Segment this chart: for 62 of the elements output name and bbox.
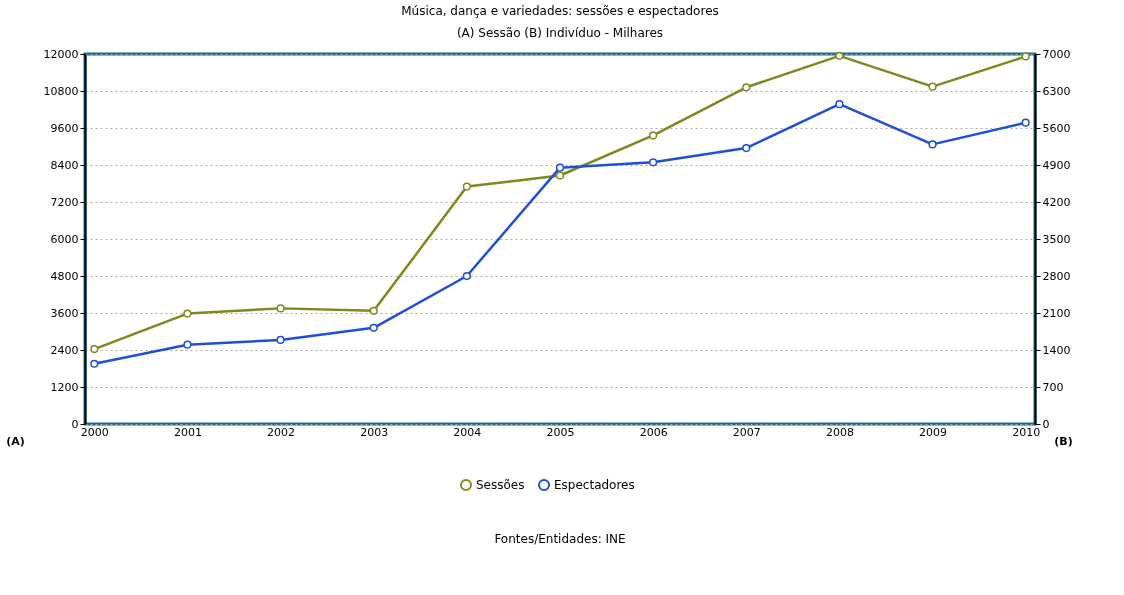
text: Fontes/Entidades: INE [494, 532, 626, 546]
point [90, 359, 99, 368]
y-axis-title: (A) [6, 434, 25, 448]
point [462, 182, 471, 191]
x-tick-label: 2002 [267, 425, 296, 439]
y2-tick-label: 700 [1042, 380, 1064, 394]
point [369, 323, 378, 332]
point [90, 344, 99, 354]
chart-title: Música, dança e variedades: sessões e espectadores [401, 4, 719, 18]
y-tick-label: 12000 [43, 47, 79, 61]
x-tick-label: 2005 [546, 425, 575, 439]
y2-tick-label: 5600 [1042, 121, 1071, 135]
y2-tick-label: 2100 [1042, 306, 1071, 320]
y-tick-label: 9600 [50, 121, 79, 135]
y-tick-label: 10800 [43, 84, 79, 98]
x-tick-label: 2000 [80, 425, 109, 439]
point [555, 163, 565, 172]
y2-tick-label: 7000 [1042, 47, 1071, 61]
point [555, 171, 565, 180]
point [276, 304, 285, 313]
point [928, 82, 937, 91]
point [183, 340, 192, 349]
x-tick-label: 2010 [1012, 425, 1041, 439]
y-tick-label: 0 [71, 417, 79, 431]
y2-tick-label: 0 [1042, 417, 1050, 431]
point [276, 335, 285, 345]
point [369, 306, 378, 315]
x-tick-label: 2001 [173, 425, 202, 439]
point [835, 51, 844, 60]
point [742, 143, 751, 153]
y-tick-label: 2400 [50, 343, 79, 357]
x-tick-label: 2009 [919, 425, 948, 439]
y-tick-label: 6000 [50, 232, 79, 246]
x-tick-label: 2008 [825, 425, 854, 439]
point [835, 100, 844, 109]
legend-label: Sessões [476, 478, 525, 492]
y2-tick-label: 4900 [1042, 158, 1071, 172]
y-tick-label: 3600 [50, 306, 79, 320]
point [1021, 118, 1030, 127]
point [649, 131, 658, 140]
point [649, 158, 658, 167]
y2-tick-label: 4200 [1042, 195, 1071, 209]
point [183, 309, 192, 318]
x-tick-label: 2003 [360, 425, 389, 439]
y2-tick-label: 2800 [1042, 269, 1071, 283]
y2-axis-title: (B) [1054, 434, 1073, 448]
y2-tick-label: 3500 [1042, 232, 1071, 246]
point [742, 83, 751, 92]
point [462, 271, 471, 281]
x-tick-label: 2007 [732, 425, 761, 439]
y-tick-label: 1200 [50, 380, 79, 394]
y2-tick-label: 1400 [1042, 343, 1071, 357]
chart-subtitle: (A) Sessão (B) Indivíduo - Milhares [456, 26, 664, 40]
y-tick-label: 7200 [50, 195, 79, 209]
y-tick-label: 8400 [50, 158, 79, 172]
x-tick-label: 2006 [639, 425, 668, 439]
y-tick-label: 4800 [50, 269, 79, 283]
x-tick-label: 2004 [453, 425, 482, 439]
point [928, 140, 937, 149]
y2-tick-label: 6300 [1042, 84, 1071, 98]
legend-label: Espectadores [554, 478, 635, 492]
point [1021, 52, 1030, 61]
